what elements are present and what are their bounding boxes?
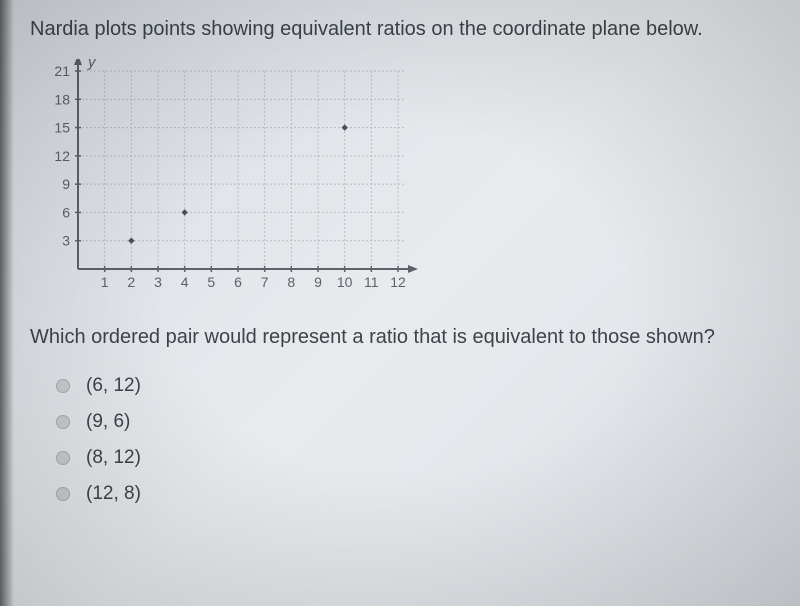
- radio-icon[interactable]: [56, 415, 70, 429]
- svg-text:7: 7: [261, 274, 269, 290]
- coordinate-plane: 12345678910111236912151821yx: [38, 59, 778, 304]
- option-label: (12, 8): [86, 483, 141, 505]
- svg-text:6: 6: [234, 274, 242, 290]
- option-row[interactable]: (8, 12): [56, 447, 778, 469]
- option-row[interactable]: (6, 12): [56, 375, 778, 397]
- svg-text:4: 4: [181, 274, 189, 290]
- svg-text:2: 2: [127, 274, 135, 290]
- radio-icon[interactable]: [56, 487, 70, 501]
- scatter-chart: 12345678910111236912151821yx: [38, 59, 418, 299]
- svg-text:3: 3: [62, 233, 70, 249]
- svg-text:10: 10: [337, 274, 353, 290]
- radio-icon[interactable]: [56, 379, 70, 393]
- svg-text:11: 11: [364, 274, 379, 290]
- svg-text:12: 12: [54, 148, 70, 164]
- svg-text:15: 15: [54, 120, 70, 136]
- svg-text:9: 9: [62, 176, 70, 192]
- svg-text:1: 1: [101, 274, 109, 290]
- svg-text:9: 9: [314, 274, 322, 290]
- radio-icon[interactable]: [56, 451, 70, 465]
- svg-text:12: 12: [390, 274, 406, 290]
- option-row[interactable]: (12, 8): [56, 483, 778, 505]
- svg-text:21: 21: [54, 63, 70, 79]
- svg-text:5: 5: [207, 274, 215, 290]
- option-label: (8, 12): [86, 447, 141, 469]
- question-followup: Which ordered pair would represent a rat…: [30, 326, 778, 349]
- answer-options: (6, 12) (9, 6) (8, 12) (12, 8): [56, 375, 778, 505]
- option-row[interactable]: (9, 6): [56, 411, 778, 433]
- svg-text:6: 6: [62, 204, 70, 220]
- svg-text:18: 18: [54, 91, 70, 107]
- option-label: (6, 12): [86, 375, 141, 397]
- option-label: (9, 6): [86, 411, 130, 433]
- question-prompt: Nardia plots points showing equivalent r…: [30, 18, 778, 41]
- svg-text:3: 3: [154, 274, 162, 290]
- svg-text:8: 8: [287, 274, 295, 290]
- svg-text:y: y: [87, 59, 97, 71]
